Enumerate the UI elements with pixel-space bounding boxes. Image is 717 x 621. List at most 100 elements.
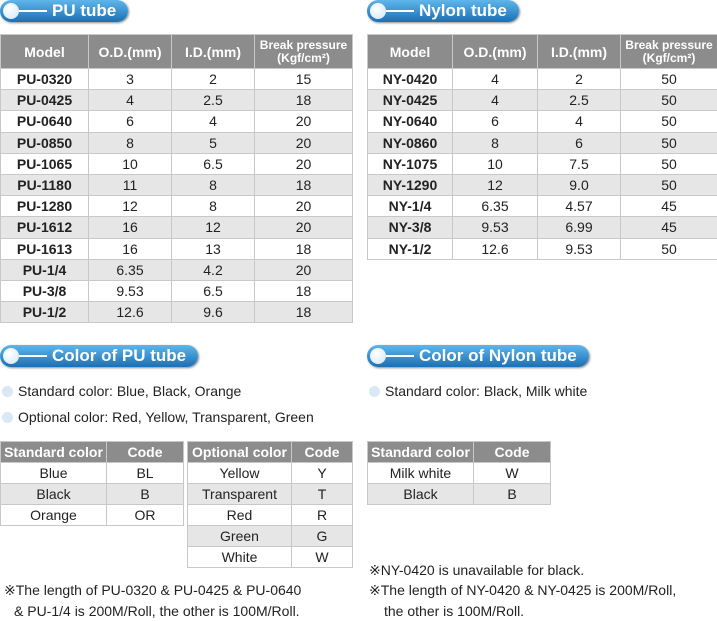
table: Optional color Code Yellow Y Transparent T Red… [187, 441, 353, 568]
cell: 9.53 [88, 279, 172, 303]
row: PU-0425 4 2.5 18 [0, 89, 353, 112]
nylon-banner: Nylon tube [367, 0, 519, 22]
header-line: (Kgf/cm²) [642, 50, 696, 65]
cell: Red [187, 504, 292, 526]
cell: Black [367, 483, 474, 505]
row: Orange OR [0, 504, 184, 526]
cell: NY-1290 [367, 173, 453, 197]
table: Standard color Code Blue BL Black B Orange OR [0, 441, 184, 526]
cell: 9.53 [452, 216, 538, 239]
cell: 4 [537, 110, 621, 133]
header-cell: Optional color [187, 441, 292, 463]
cell: 9.0 [537, 173, 621, 197]
cell: 11 [88, 173, 172, 197]
cell: 4 [452, 67, 538, 91]
cell: Blue [0, 462, 107, 484]
cell: Transparent [187, 483, 292, 505]
cell: 45 [620, 195, 717, 218]
cell: W [291, 546, 353, 568]
cell: G [291, 525, 353, 547]
pu-color-title: Color of PU tube [52, 346, 187, 365]
pu-banner: PU tube [0, 0, 129, 22]
cell: 18 [254, 279, 353, 303]
pu-standard-color: Standard color: Blue, Black, Orange [0, 383, 241, 399]
cell: 4.57 [537, 195, 621, 218]
header-cell: Model [0, 34, 89, 69]
row: Black B [367, 483, 551, 505]
cell: 12 [452, 173, 538, 197]
cell: PU-1/4 [0, 258, 89, 281]
cell: 4.2 [171, 258, 255, 281]
header-line: (Kgf/cm²) [277, 50, 330, 65]
cell: 7.5 [537, 152, 621, 175]
row: NY-3/8 9.53 6.99 45 [367, 216, 717, 239]
row: PU-1612 16 12 20 [0, 216, 353, 239]
cell: PU-1613 [0, 237, 89, 260]
row: White W [187, 546, 353, 568]
cell: 6.35 [88, 258, 172, 281]
table: Model O.D.(mm) I.D.(mm) Break pressure (Kgf/… [367, 34, 717, 260]
cell: BL [106, 462, 184, 484]
cell: 20 [254, 258, 353, 281]
cell: 18 [254, 89, 353, 112]
row: NY-1/4 6.35 4.57 45 [367, 195, 717, 218]
cell: 12.6 [452, 237, 538, 260]
header-row: Optional color Code [187, 441, 353, 463]
cell: 50 [620, 152, 717, 175]
cell: NY-1/2 [367, 237, 453, 260]
cell: White [187, 546, 292, 568]
cell: 5 [171, 131, 255, 154]
cell: 20 [254, 131, 353, 154]
row: NY-0640 6 4 50 [367, 110, 717, 133]
cell: Milk white [367, 462, 474, 484]
row: NY-1/2 12.6 9.53 50 [367, 237, 717, 260]
nylon-note: ※NY-0420 is unavailable for black. [369, 562, 585, 578]
row: PU-0320 3 2 15 [0, 67, 353, 91]
header-cell: Model [367, 34, 453, 69]
cell: PU-1180 [0, 173, 89, 197]
cell: 50 [620, 110, 717, 133]
cell: R [291, 504, 353, 526]
cell: 15 [254, 67, 353, 91]
table: Standard color Code Milk white W Black B [367, 441, 551, 505]
cell: 18 [254, 173, 353, 197]
cell: 6.99 [537, 216, 621, 239]
cell: 4 [452, 89, 538, 112]
row: PU-1065 10 6.5 20 [0, 152, 353, 175]
header-cell: Code [291, 441, 353, 463]
row: Yellow Y [187, 462, 353, 484]
cell: 3 [88, 67, 172, 91]
row: Red R [187, 504, 353, 526]
pu-note: & PU-1/4 is 200M/Roll, the other is 100M… [14, 603, 300, 619]
cell: PU-1065 [0, 152, 89, 175]
row: PU-0850 8 5 20 [0, 131, 353, 154]
cell: PU-0850 [0, 131, 89, 154]
header-row: Model O.D.(mm) I.D.(mm) Break pressure (Kgf/… [367, 34, 717, 69]
cell: 50 [620, 89, 717, 112]
cell: 18 [254, 237, 353, 260]
cell: PU-1612 [0, 216, 89, 239]
cell: 2 [171, 67, 255, 91]
pu-optional-color: Optional color: Red, Yellow, Transparent… [0, 409, 314, 425]
cell: 4 [88, 89, 172, 112]
row: NY-0860 8 6 50 [367, 131, 717, 154]
cell: PU-1280 [0, 195, 89, 218]
row: Transparent T [187, 483, 353, 505]
cell: 6.5 [171, 279, 255, 303]
row: NY-0425 4 2.5 50 [367, 89, 717, 112]
cell: 6.5 [171, 152, 255, 175]
nylon-standard-table: Standard color Code Milk white W Black B [367, 441, 551, 505]
cell: 6.35 [452, 195, 538, 218]
cell: 50 [620, 67, 717, 91]
cell: 6 [88, 110, 172, 133]
row: PU-3/8 9.53 6.5 18 [0, 279, 353, 303]
header-cell: Break pressure (Kgf/cm²) [620, 34, 717, 69]
cell: 10 [88, 152, 172, 175]
cell: 8 [88, 131, 172, 154]
cell: 2 [537, 67, 621, 91]
header-cell: I.D.(mm) [537, 34, 621, 69]
cell: 12 [171, 216, 255, 239]
cell: 4 [171, 110, 255, 133]
row: PU-1180 11 8 18 [0, 173, 353, 197]
